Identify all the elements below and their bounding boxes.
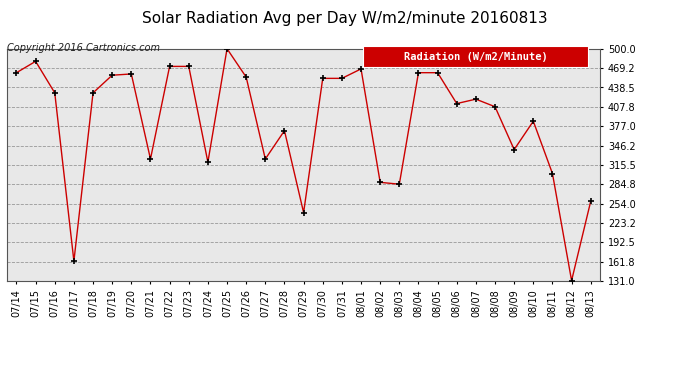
- Text: Solar Radiation Avg per Day W/m2/minute 20160813: Solar Radiation Avg per Day W/m2/minute …: [142, 11, 548, 26]
- Text: Copyright 2016 Cartronics.com: Copyright 2016 Cartronics.com: [7, 43, 160, 53]
